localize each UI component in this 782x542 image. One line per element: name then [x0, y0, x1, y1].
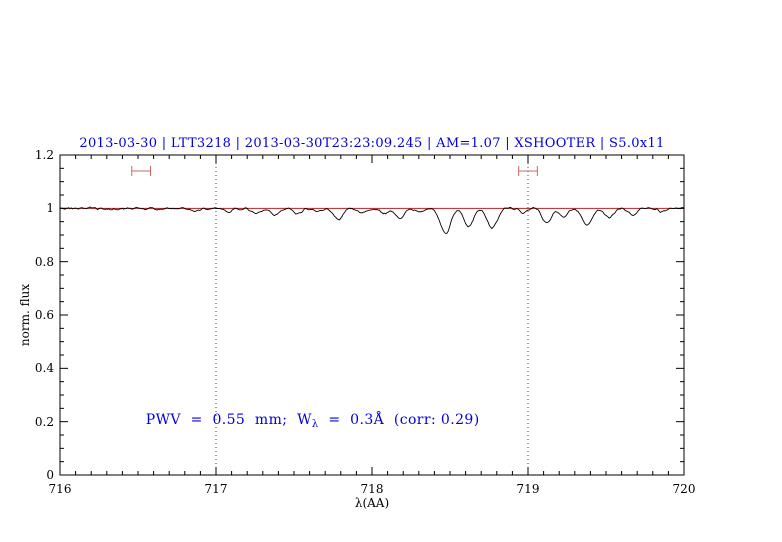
- y-tick-label: 0.8: [34, 254, 54, 269]
- annotation-prefix: PWV = 0.55 mm; W: [145, 412, 312, 429]
- pwv-annotation: PWV = 0.55 mm; Wλ = 0.3Å (corr: 0.29): [146, 412, 480, 430]
- x-tick-label: 716: [48, 482, 72, 496]
- observed-spectrum-line: [59, 206, 685, 234]
- x-tick-label: 718: [360, 482, 384, 496]
- annotation-lambda-subscript: λ: [311, 419, 319, 431]
- y-tick-label: 0.4: [34, 361, 54, 376]
- y-tick-label: 0.2: [34, 414, 54, 429]
- x-tick-label: 720: [672, 482, 696, 496]
- x-axis-label: λ(AA): [354, 496, 390, 510]
- plot-title: 2013-03-30 | LTT3218 | 2013-03-30T23:23:…: [79, 136, 665, 151]
- y-tick-label: 0: [46, 468, 54, 482]
- x-tick-label: 719: [516, 482, 540, 496]
- y-tick-label: 0.6: [34, 308, 54, 322]
- y-tick-label: 1: [46, 201, 54, 216]
- x-tick-label: 717: [204, 482, 228, 496]
- y-tick-label: 1.2: [34, 148, 54, 162]
- annotation-suffix: = 0.3Å (corr: 0.29): [318, 412, 480, 429]
